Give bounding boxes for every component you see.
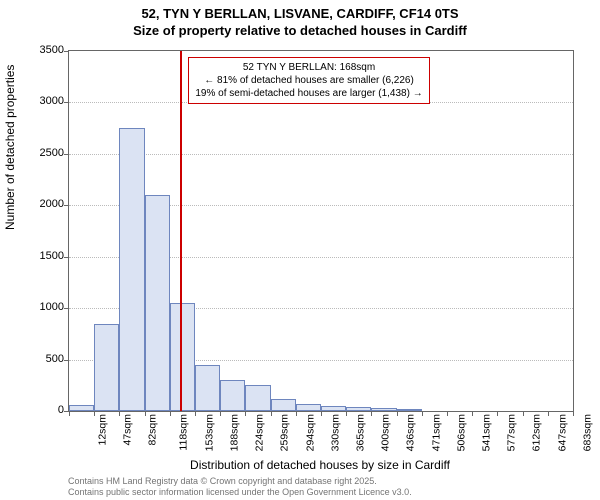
x-tick-label: 294sqm: [304, 414, 316, 451]
y-tick-label: 3000: [4, 95, 64, 107]
annotation-property: 52 TYN Y BERLLAN: 168sqm: [195, 61, 422, 74]
y-tick-label: 500: [4, 353, 64, 365]
y-tick-mark: [64, 51, 69, 52]
histogram-bar: [271, 399, 296, 411]
y-tick-label: 2500: [4, 147, 64, 159]
x-tick-mark: [497, 411, 498, 416]
x-tick-label: 224sqm: [254, 414, 266, 451]
y-tick-label: 1500: [4, 250, 64, 262]
x-tick-label: 12sqm: [97, 414, 109, 446]
y-tick-mark: [64, 102, 69, 103]
histogram-bar: [346, 407, 371, 411]
x-tick-mark: [296, 411, 297, 416]
annotation-larger: 19% of semi-detached houses are larger (…: [195, 87, 422, 100]
x-tick-mark: [170, 411, 171, 416]
x-tick-label: 330sqm: [329, 414, 341, 451]
histogram-bar: [245, 385, 270, 411]
plot-area: 52 TYN Y BERLLAN: 168sqm← 81% of detache…: [68, 50, 574, 412]
y-tick-mark: [64, 308, 69, 309]
x-tick-label: 577sqm: [506, 414, 518, 451]
histogram-bar: [145, 195, 170, 411]
histogram-bar: [195, 365, 220, 411]
x-tick-mark: [94, 411, 95, 416]
x-tick-label: 259sqm: [279, 414, 291, 451]
x-tick-mark: [447, 411, 448, 416]
chart-title: 52, TYN Y BERLLAN, LISVANE, CARDIFF, CF1…: [0, 6, 600, 38]
x-tick-label: 506sqm: [455, 414, 467, 451]
histogram-bar: [220, 380, 245, 411]
footer-license: Contains public sector information licen…: [68, 487, 412, 498]
x-tick-label: 47sqm: [122, 414, 134, 446]
x-tick-label: 365sqm: [354, 414, 366, 451]
annotation-box: 52 TYN Y BERLLAN: 168sqm← 81% of detache…: [188, 57, 429, 104]
x-tick-mark: [523, 411, 524, 416]
property-size-chart: 52, TYN Y BERLLAN, LISVANE, CARDIFF, CF1…: [0, 0, 600, 500]
x-tick-label: 188sqm: [228, 414, 240, 451]
histogram-bar: [371, 408, 396, 411]
x-tick-label: 118sqm: [177, 414, 189, 451]
x-tick-mark: [371, 411, 372, 416]
x-tick-mark: [321, 411, 322, 416]
y-tick-mark: [64, 154, 69, 155]
x-tick-mark: [472, 411, 473, 416]
x-tick-mark: [195, 411, 196, 416]
histogram-bar: [170, 303, 195, 411]
histogram-bar: [119, 128, 144, 411]
x-tick-mark: [346, 411, 347, 416]
y-tick-mark: [64, 257, 69, 258]
chart-footer: Contains HM Land Registry data © Crown c…: [68, 476, 412, 498]
x-tick-mark: [119, 411, 120, 416]
annotation-smaller: ← 81% of detached houses are smaller (6,…: [195, 74, 422, 87]
x-tick-label: 683sqm: [581, 414, 593, 451]
reference-line: [180, 51, 182, 411]
x-tick-mark: [245, 411, 246, 416]
title-address: 52, TYN Y BERLLAN, LISVANE, CARDIFF, CF1…: [0, 6, 600, 21]
x-tick-label: 436sqm: [405, 414, 417, 451]
histogram-bar: [69, 405, 94, 411]
x-tick-label: 400sqm: [380, 414, 392, 451]
histogram-bar: [321, 406, 346, 411]
y-tick-label: 2000: [4, 198, 64, 210]
x-tick-label: 541sqm: [480, 414, 492, 451]
x-tick-mark: [422, 411, 423, 416]
gridline: [69, 154, 573, 155]
x-tick-mark: [573, 411, 574, 416]
x-tick-mark: [145, 411, 146, 416]
x-tick-mark: [69, 411, 70, 416]
x-tick-label: 647sqm: [556, 414, 568, 451]
title-subtitle: Size of property relative to detached ho…: [0, 23, 600, 38]
y-tick-label: 0: [4, 404, 64, 416]
x-tick-mark: [548, 411, 549, 416]
y-tick-label: 3500: [4, 44, 64, 56]
x-tick-label: 82sqm: [147, 414, 159, 446]
histogram-bar: [296, 404, 321, 411]
histogram-bar: [94, 324, 119, 411]
x-axis-label: Distribution of detached houses by size …: [68, 458, 572, 472]
y-tick-mark: [64, 205, 69, 206]
x-tick-mark: [397, 411, 398, 416]
y-tick-mark: [64, 360, 69, 361]
x-tick-label: 153sqm: [203, 414, 215, 451]
footer-copyright: Contains HM Land Registry data © Crown c…: [68, 476, 412, 487]
x-tick-label: 471sqm: [430, 414, 442, 451]
y-tick-label: 1000: [4, 301, 64, 313]
x-tick-label: 612sqm: [531, 414, 543, 451]
x-tick-mark: [271, 411, 272, 416]
x-tick-mark: [220, 411, 221, 416]
histogram-bar: [397, 409, 422, 411]
